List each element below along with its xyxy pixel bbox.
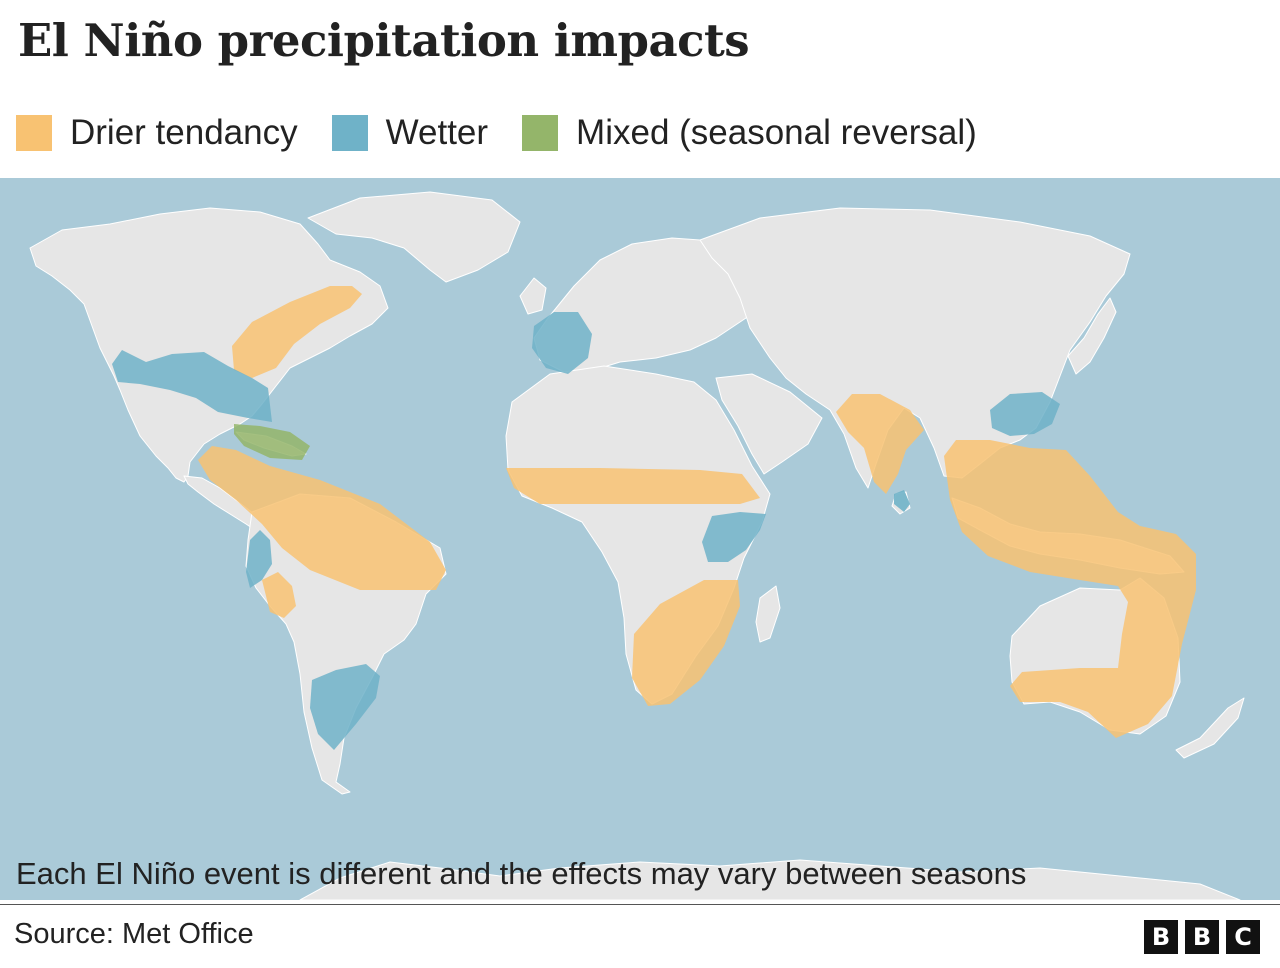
madagascar-land [755,585,781,643]
map-note: Each El Niño event is different and the … [16,856,1027,891]
legend-item-drier: Drier tendancy [16,113,298,153]
wetter-region-south-east-china [990,392,1060,436]
drier-region-peru [262,572,296,618]
bbc-logo: B B C [1144,920,1260,954]
north-america-land [29,207,389,483]
wetter-region-iberia [532,312,592,374]
drier-region-central-and-northern-south-america [198,446,446,590]
legend-label-drier: Drier tendancy [70,113,298,152]
mixed-region-caribbean [234,424,310,460]
drier-swatch [16,115,52,151]
wetter-region-ecuador [246,530,272,588]
wetter-swatch [331,115,368,151]
legend-label-wetter: Wetter [385,113,489,152]
drier-region-india [836,394,924,494]
bbc-logo-letter-1: B [1144,920,1178,954]
mixed-swatch [522,115,559,151]
uk-land [519,277,547,315]
new-zealand-land [1175,697,1245,759]
drier-region-sahel [506,468,760,504]
drier-region-southern-africa [632,580,740,706]
footer-divider [0,904,1280,905]
drier-region-eastern-north-america [232,286,362,378]
legend-item-mixed: Mixed (seasonal reversal) [522,113,977,153]
wetter-region-southern-north-america [112,350,272,422]
greenland-land [307,191,521,283]
world-map [0,178,1280,900]
japan-land [1067,297,1117,375]
wetter-region-sri-lanka [894,490,910,512]
bbc-logo-letter-2: B [1185,920,1219,954]
antarctica-land [299,859,1241,900]
world-map-svg [29,191,1245,900]
legend: Drier tendancy Wetter Mixed (seasonal re… [16,112,1011,154]
impact-regions [112,286,1196,750]
legend-label-mixed: Mixed (seasonal reversal) [576,113,977,152]
source-label: Source: Met Office [14,918,254,950]
wetter-region-east-africa [702,512,766,562]
wetter-region-south-east-south-america [310,664,380,750]
arabia-land [715,373,823,475]
bbc-logo-letter-3: C [1226,920,1260,954]
legend-item-wetter: Wetter [331,113,489,153]
page-title: El Niño precipitation impacts [18,14,750,67]
drier-region-south-east-asia-and-australia [944,440,1196,738]
